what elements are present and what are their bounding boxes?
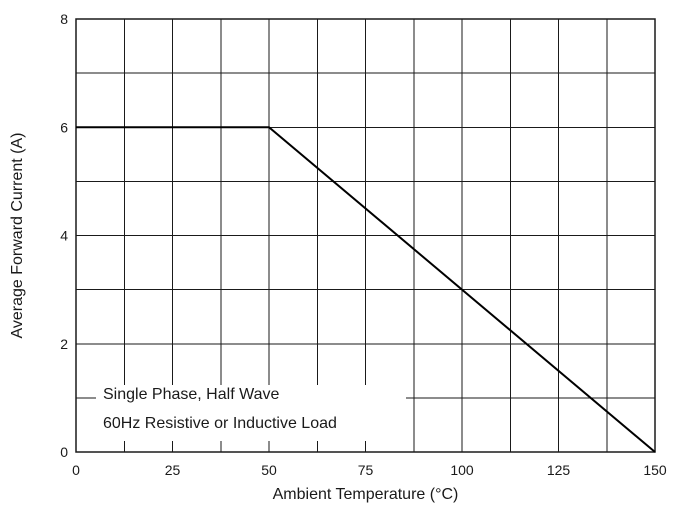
y-tick-label: 6 [60, 119, 68, 135]
annotation-line-2: 60Hz Resistive or Inductive Load [103, 415, 337, 432]
x-tick-label: 75 [358, 462, 374, 478]
annotation-background [96, 385, 406, 441]
annotation-line-1: Single Phase, Half Wave [103, 386, 279, 403]
annotation-box: Single Phase, Half Wave 60Hz Resistive o… [96, 385, 406, 441]
plot-frame [75, 18, 656, 453]
x-tick-label: 150 [643, 462, 667, 478]
y-tick-label: 0 [60, 444, 68, 460]
derating-curve [76, 126, 656, 453]
series-layer [76, 126, 656, 453]
y-tick-label: 2 [60, 336, 68, 352]
tick-labels: 0 25 50 75 100 125 150 0 2 4 6 8 [60, 11, 667, 478]
y-tick-label: 8 [60, 11, 68, 27]
x-tick-label: 100 [450, 462, 474, 478]
x-tick-label: 25 [165, 462, 181, 478]
x-tick-label: 125 [547, 462, 571, 478]
y-tick-label: 4 [60, 228, 68, 244]
y-axis-label: Average Forward Current (A) [9, 133, 26, 339]
x-tick-label: 0 [72, 462, 80, 478]
x-axis-label: Ambient Temperature (°C) [273, 486, 459, 503]
grid [75, 18, 656, 453]
x-tick-label: 50 [261, 462, 277, 478]
